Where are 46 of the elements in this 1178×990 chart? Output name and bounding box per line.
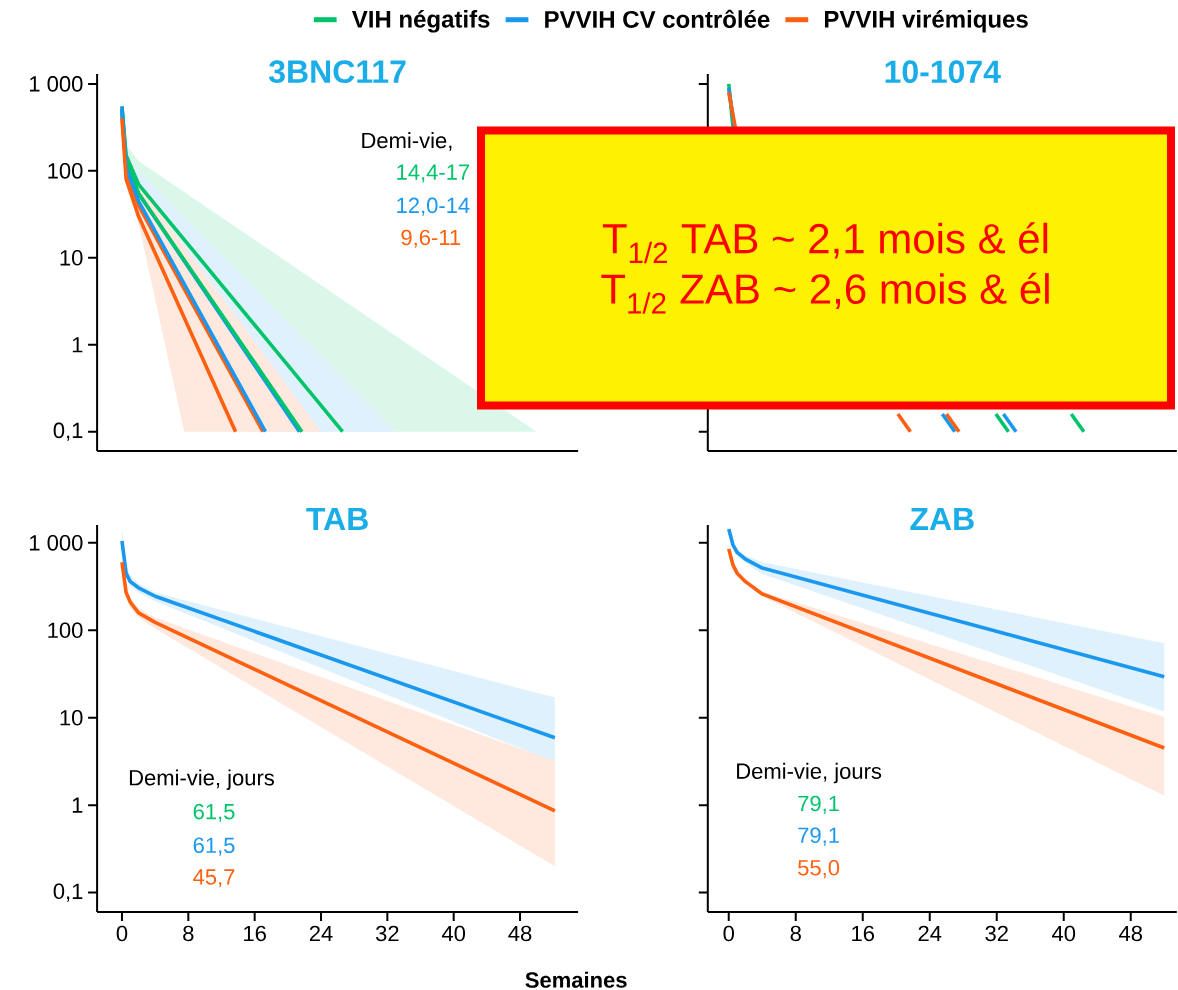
annotation: 14,4-17: [397, 164, 470, 183]
x-axis-title: Semaines: [525, 971, 627, 988]
x-tick-label: 16: [244, 925, 266, 942]
legend-label: PVVIH CV contrôlée: [545, 9, 770, 28]
annotation: T$_{1/2}$ TAB ~ 2,1 mois & él: [602, 222, 1048, 264]
y-tick-label: 10: [60, 709, 83, 726]
annotation: 79,1: [798, 827, 839, 846]
chart-title: 3BNC117: [268, 60, 406, 83]
x-tick-label: 32: [375, 925, 399, 942]
x-tick-label: 32: [985, 925, 1008, 942]
y-tick-label: 1: [72, 797, 83, 813]
legend-label: VIH négatifs: [351, 9, 490, 33]
legend-label: PVVIH virémiques: [824, 9, 1028, 33]
annotation: 45,7: [193, 869, 235, 888]
x-tick-label: 24: [918, 925, 942, 942]
annotation: 61,5: [193, 803, 235, 823]
x-tick-label: 0: [116, 925, 128, 942]
annotation: 12,0-14: [397, 197, 470, 216]
y-tick-label: 10: [60, 250, 83, 266]
y-tick-label: 100: [48, 163, 83, 179]
chart-title: ZAB: [910, 507, 974, 530]
x-tick-label: 8: [790, 925, 801, 942]
annotation: 79,1: [798, 795, 839, 814]
annotation: 61,5: [193, 837, 235, 856]
y-tick-label: 0,1: [53, 422, 83, 441]
y-tick-label: 0,1: [53, 883, 83, 902]
annotation: Demi-vie, jours: [737, 762, 882, 784]
chart-title: 10-1074: [885, 60, 1001, 83]
annotation: T$_{1/2}$ ZAB ~ 2,6 mois & él: [601, 272, 1049, 314]
x-tick-label: 8: [183, 925, 194, 942]
x-tick-label: 0: [723, 925, 734, 942]
y-tick-label: 100: [48, 622, 83, 639]
x-tick-label: 48: [508, 925, 532, 942]
x-tick-label: 40: [1052, 925, 1076, 942]
x-tick-label: 16: [852, 925, 875, 942]
annotation: 55,0: [798, 859, 840, 879]
annotation: Demi-vie, jours: [129, 769, 274, 790]
x-tick-label: 48: [1119, 925, 1143, 942]
y-tick-label: 1 000: [30, 535, 83, 551]
annotation: Demi-vie,: [362, 132, 452, 151]
chart-title: TAB: [306, 507, 368, 530]
x-tick-label: 40: [441, 925, 466, 942]
y-tick-label: 1: [72, 337, 83, 353]
x-tick-label: 24: [309, 925, 333, 942]
annotation: 9,6-11: [401, 229, 461, 248]
y-tick-label: 1 000: [30, 76, 83, 92]
